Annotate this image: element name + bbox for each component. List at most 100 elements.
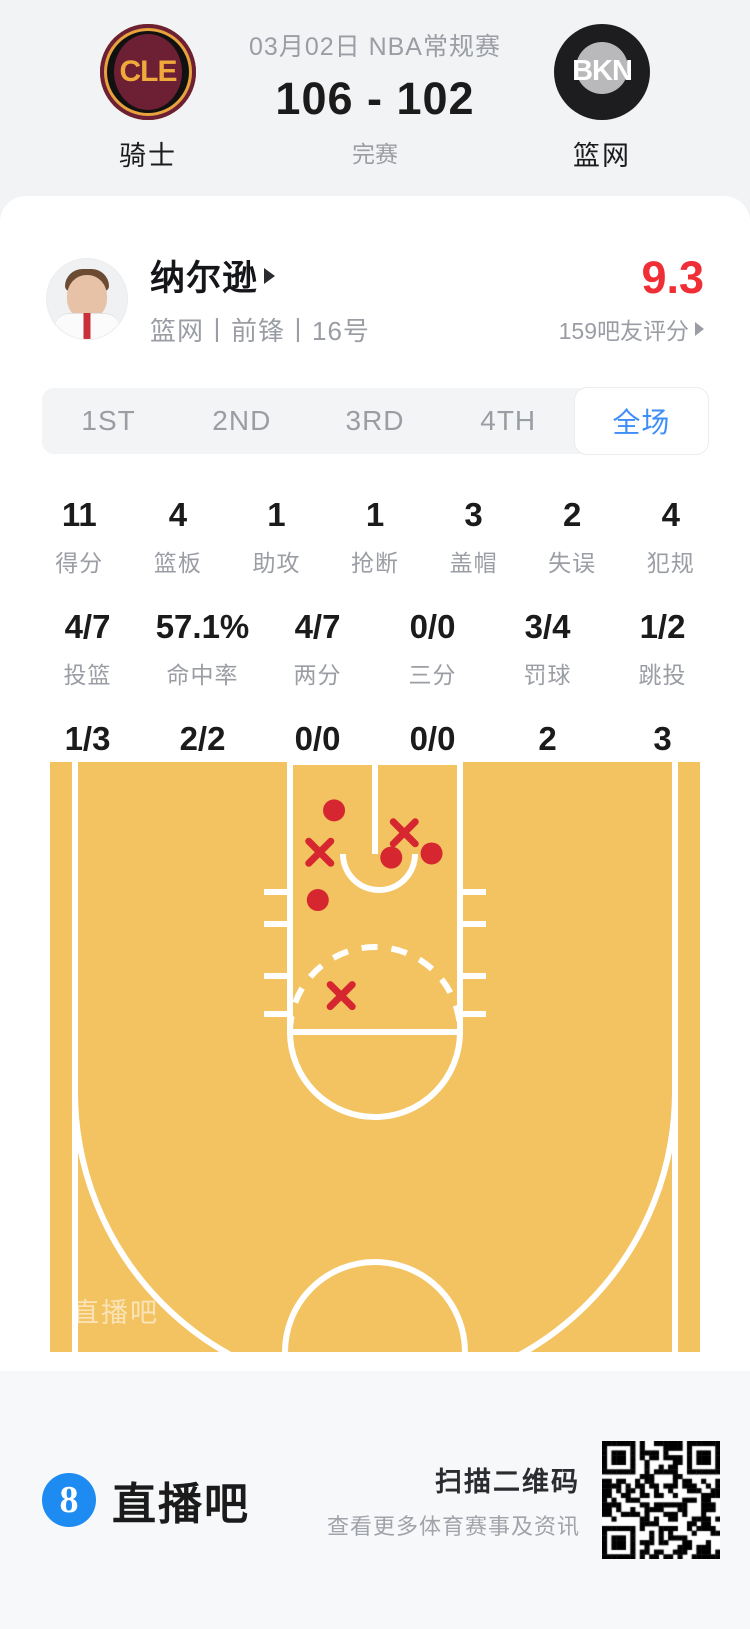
chevron-right-small-icon	[695, 322, 704, 336]
qr-title: 扫描二维码	[435, 1466, 580, 1497]
brand[interactable]: 8 直播吧	[42, 1468, 250, 1532]
court-diagram	[72, 762, 678, 1352]
period-tabs[interactable]: 1ST 2ND 3RD 4TH 全场	[42, 388, 709, 454]
qr-subtitle: 查看更多体育赛事及资讯	[326, 1513, 580, 1539]
stat-value: 4/7	[64, 608, 111, 645]
player-avatar[interactable]	[46, 258, 128, 340]
away-team-name: 篮网	[573, 140, 631, 171]
rating-value: 9.3	[641, 252, 704, 303]
stat-value: 0/0	[409, 720, 456, 757]
shot-markers	[305, 799, 443, 1011]
stat-label: 助攻	[252, 550, 301, 576]
player-subtitle: 篮网丨前锋丨16号	[150, 316, 370, 346]
stat-value: 2	[563, 496, 582, 533]
qr-code-image[interactable]	[602, 1441, 720, 1559]
stat-cell: 57.1% 命中率	[145, 592, 260, 704]
stat-row: 4/7 投篮 57.1% 命中率 4/7 两分 0/0 三分 3/4 罚球 1/2 跳投	[30, 592, 720, 704]
stat-label: 命中率	[166, 662, 239, 688]
away-team-abbr: BKN	[572, 55, 633, 87]
shot-chart[interactable]: 直播吧	[50, 762, 700, 1352]
player-name-line[interactable]: 纳尔逊	[150, 250, 559, 301]
away-team[interactable]: BKN 篮网	[512, 23, 692, 173]
qr-text: 扫描二维码 查看更多体育赛事及资讯	[327, 1460, 580, 1541]
stat-cell: 1/2 跳投	[605, 592, 720, 704]
stat-value: 0/0	[294, 720, 341, 757]
stat-value: 0/0	[409, 608, 456, 645]
avatar-jersey-stripe	[83, 313, 91, 339]
player-name: 纳尔逊	[150, 259, 259, 298]
away-team-logo: BKN	[554, 23, 650, 120]
tab-2nd[interactable]: 2ND	[212, 405, 272, 436]
brand-badge-icon: 8	[42, 1473, 96, 1527]
home-team-abbr: CLE	[119, 54, 178, 88]
tab-1st[interactable]: 1ST	[81, 405, 136, 436]
stat-value: 57.1%	[155, 608, 250, 645]
nets-logo-icon: BKN	[554, 23, 650, 120]
stat-cell: 0/0 三分	[375, 592, 490, 704]
shot-marker-miss	[389, 818, 419, 848]
score-center: 03月02日 NBA常规赛 106 - 102 完赛	[238, 27, 512, 169]
stat-label: 犯规	[646, 550, 695, 576]
stat-cell: 3/4 罚球	[490, 592, 605, 704]
stat-value: 3/4	[524, 608, 571, 645]
stat-value: 11	[61, 496, 97, 533]
brand-name: 直播吧	[112, 1480, 250, 1529]
stat-value: 4/7	[294, 608, 341, 645]
stat-value: 2/2	[179, 720, 226, 757]
stat-cell: 4 篮板	[129, 480, 228, 592]
shot-marker-miss	[305, 837, 335, 867]
stat-label: 篮板	[153, 550, 202, 576]
rating-label: 159吧友评分	[558, 318, 689, 344]
stat-value: 1	[267, 496, 286, 533]
stat-cell: 1 助攻	[227, 480, 326, 592]
home-team[interactable]: CLE 骑士	[58, 23, 238, 173]
stat-row: 11 得分 4 篮板 1 助攻 1 抢断 3 盖帽 2 失误 4 犯规	[30, 480, 720, 592]
stat-label: 三分	[408, 662, 457, 688]
tab-3rd[interactable]: 3RD	[345, 405, 405, 436]
stat-cell: 3 盖帽	[424, 480, 523, 592]
stat-value: 4	[661, 496, 680, 533]
stat-value: 1/2	[639, 608, 686, 645]
stat-cell: 2 失误	[523, 480, 622, 592]
stat-cell: 1 抢断	[326, 480, 425, 592]
shot-marker-make	[323, 799, 346, 822]
court-watermark: 直播吧	[72, 1298, 159, 1328]
stat-label: 两分	[293, 662, 342, 688]
cavaliers-logo-icon: CLE	[100, 23, 196, 120]
stat-label: 罚球	[523, 662, 572, 688]
rating-label-line[interactable]: 159吧友评分	[559, 312, 704, 346]
qr-block[interactable]: 扫描二维码 查看更多体育赛事及资讯	[327, 1441, 720, 1559]
chevron-right-icon	[264, 267, 276, 284]
stat-value: 1/3	[64, 720, 111, 757]
stat-label: 盖帽	[449, 550, 498, 576]
shot-marker-make	[306, 889, 329, 912]
stat-value: 3	[464, 496, 483, 533]
player-header: 纳尔逊 篮网丨前锋丨16号 9.3 159吧友评分	[0, 196, 750, 348]
scoreboard: CLE 骑士 03月02日 NBA常规赛 106 - 102 完赛 BKN 篮网	[0, 0, 750, 196]
stat-label: 抢断	[351, 550, 400, 576]
stat-value: 3	[653, 720, 672, 757]
footer: 8 直播吧 扫描二维码 查看更多体育赛事及资讯	[0, 1371, 750, 1629]
stat-value: 1	[365, 496, 385, 533]
player-rating[interactable]: 9.3 159吧友评分	[559, 252, 704, 346]
tab-4th[interactable]: 4TH	[480, 405, 537, 436]
tab-全场[interactable]: 全场	[574, 388, 709, 454]
match-status: 完赛	[352, 141, 398, 167]
match-score: 106 - 102	[275, 73, 475, 124]
home-team-name: 骑士	[119, 140, 177, 171]
stat-value: 2	[538, 720, 557, 757]
avatar-head	[67, 275, 107, 319]
stat-cell: 11 得分	[30, 480, 129, 592]
shot-marker-make	[380, 846, 403, 869]
player-info: 纳尔逊 篮网丨前锋丨16号	[150, 250, 559, 348]
shot-marker-miss	[326, 981, 356, 1011]
stat-value: 4	[168, 496, 188, 533]
stat-cell: 4 犯规	[621, 480, 720, 592]
stat-label: 得分	[55, 550, 104, 576]
stat-cell: 4/7 两分	[260, 592, 375, 704]
match-meta: 03月02日 NBA常规赛	[249, 33, 501, 61]
stat-cell: 4/7 投篮	[30, 592, 145, 704]
stat-label: 跳投	[638, 662, 687, 688]
stat-label: 投篮	[63, 662, 112, 688]
